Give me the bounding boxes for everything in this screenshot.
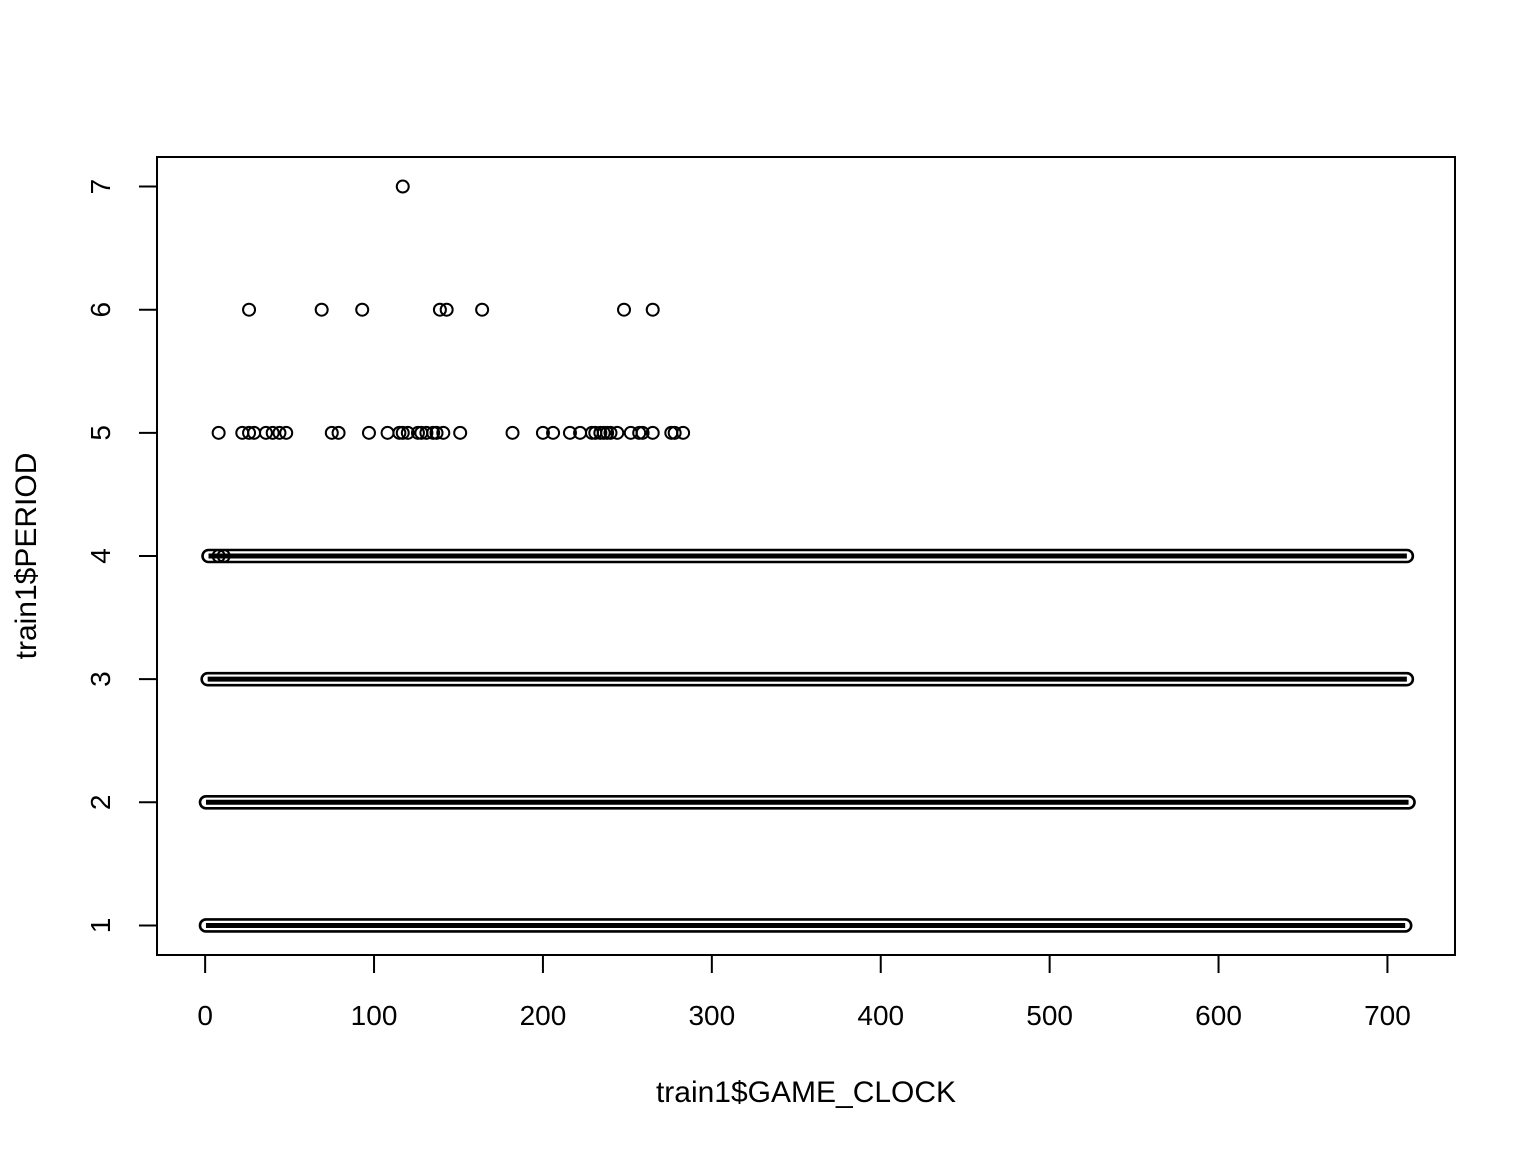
data-point (242, 302, 257, 317)
y-tick-label: 2 (85, 795, 116, 811)
y-tick-label: 5 (85, 425, 116, 441)
x-tick-label: 700 (1364, 1000, 1411, 1031)
data-point (645, 425, 660, 440)
x-tick-label: 600 (1195, 1000, 1242, 1031)
data-point (562, 425, 577, 440)
data-point (610, 425, 625, 440)
data-point (314, 302, 329, 317)
dense-point-band (200, 671, 1415, 687)
data-point (361, 425, 376, 440)
data-point (429, 425, 444, 440)
dense-point-band (198, 794, 1416, 810)
y-axis: 1 2 3 4 5 6 7 (85, 179, 158, 934)
x-tick-label: 200 (520, 1000, 567, 1031)
data-point (617, 302, 632, 317)
y-tick-label: 7 (85, 179, 116, 195)
data-point (331, 425, 346, 440)
data-point (439, 302, 454, 317)
data-point (453, 425, 468, 440)
data-point (432, 302, 447, 317)
x-tick-label: 0 (197, 1000, 213, 1031)
x-axis-title: train1$GAME_CLOCK (656, 1076, 956, 1109)
data-point (535, 425, 550, 440)
data-point (603, 425, 618, 440)
data-point (645, 302, 660, 317)
data-point (475, 302, 490, 317)
data-point (395, 179, 410, 194)
data-point (355, 302, 370, 317)
data-point (211, 425, 226, 440)
data-point (667, 425, 682, 440)
y-tick-label: 1 (85, 918, 116, 934)
x-tick-label: 400 (857, 1000, 904, 1031)
dense-point-band (198, 918, 1413, 933)
y-tick-label: 4 (85, 548, 116, 564)
data-point (676, 425, 691, 440)
data-point (505, 425, 520, 440)
data-point (258, 425, 273, 440)
y-tick-label: 3 (85, 671, 116, 687)
data-point (419, 425, 434, 440)
x-tick-label: 100 (351, 1000, 398, 1031)
data-point (546, 425, 561, 440)
y-axis-title: train1$PERIOD (10, 453, 43, 660)
x-tick-label: 500 (1026, 1000, 1073, 1031)
data-point (272, 425, 287, 440)
x-axis: 0 100 200 300 400 500 600 700 (197, 954, 1411, 1031)
x-tick-label: 300 (688, 1000, 735, 1031)
y-tick-label: 6 (85, 302, 116, 318)
data-point (265, 425, 280, 440)
data-point (279, 425, 294, 440)
data-point (216, 549, 231, 563)
data-point (324, 425, 339, 440)
dense-point-band (201, 548, 1415, 564)
data-point (400, 425, 415, 440)
data-point (211, 549, 226, 563)
data-points (198, 179, 1416, 933)
data-point (436, 425, 451, 440)
data-point (395, 425, 410, 440)
data-point (380, 425, 395, 440)
data-point (635, 425, 650, 440)
data-point (242, 425, 257, 440)
